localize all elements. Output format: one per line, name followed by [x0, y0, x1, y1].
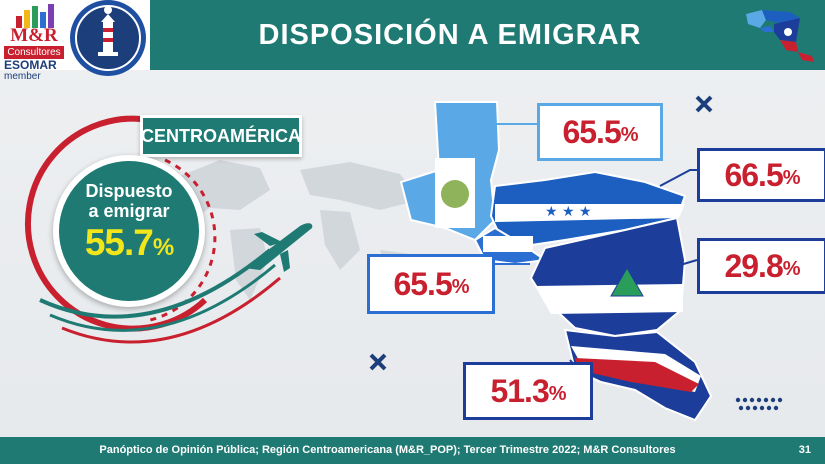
- value-unit: %: [548, 382, 567, 405]
- value-unit: %: [782, 166, 801, 189]
- value-unit: %: [620, 123, 639, 146]
- logo-text: M&R: [10, 25, 58, 46]
- value-number: 29.8: [724, 247, 783, 284]
- central-america-map-icon: [746, 10, 814, 62]
- summary-number: 55.7: [84, 222, 154, 263]
- summary-value: 55.7%: [59, 223, 199, 268]
- company-logo: [4, 2, 70, 100]
- page-number: 31: [798, 444, 811, 456]
- honduras-value-box: 66.5%: [697, 148, 825, 202]
- summary-circle: Dispuesto a emigrar 55.7%: [53, 155, 205, 307]
- costa-rica-value-box: 51.3%: [463, 362, 593, 420]
- value-number: 65.5: [393, 265, 452, 302]
- central-america-map: ★ ★ ★: [399, 101, 713, 422]
- dots-decoration-icon: [735, 397, 783, 411]
- summary-line2: a emigrar: [88, 201, 170, 221]
- cross-decoration-icon: [695, 95, 713, 113]
- value-unit: %: [451, 275, 470, 298]
- footer: Panóptico de Opinión Pública; Región Cen…: [0, 437, 825, 464]
- panoptico-seal-icon: [70, 0, 146, 76]
- title-bar: [150, 0, 825, 70]
- value-number: 66.5: [724, 156, 783, 193]
- region-label: CENTROAMÉRICA: [140, 115, 302, 157]
- summary-line1: Dispuesto: [85, 181, 173, 201]
- plane-route-decoration: [25, 115, 281, 344]
- cross-decoration-icon: [369, 353, 387, 371]
- value-number: 51.3: [490, 372, 549, 409]
- bar-chart-logo-icon: [16, 4, 54, 28]
- value-unit: %: [782, 257, 801, 280]
- logo-subtext: Consultores: [4, 46, 64, 59]
- summary-unit: %: [152, 234, 174, 261]
- page-title: DISPOSICIÓN A EMIGRAR: [258, 18, 642, 51]
- footer-source: Panóptico de Opinión Pública; Región Cen…: [99, 444, 676, 456]
- nicaragua-value-box: 29.8%: [697, 238, 825, 294]
- esomar-text: ESOMAR: [4, 58, 57, 72]
- svg-text:★ ★ ★: ★ ★ ★: [545, 204, 592, 220]
- esomar-member-text: member: [4, 71, 41, 82]
- guatemala-value-box: 65.5%: [537, 103, 663, 161]
- airplane-icon: [244, 223, 313, 272]
- el-salvador-value-box: 65.5%: [367, 254, 495, 314]
- value-number: 65.5: [562, 113, 621, 150]
